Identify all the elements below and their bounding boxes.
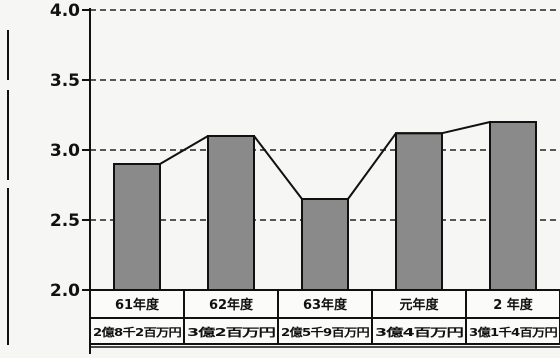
category-label: 62年度	[209, 297, 254, 313]
amount-label: 3億1千4百万円	[469, 325, 558, 339]
y-tick-label: 2.5	[50, 211, 80, 231]
bar	[489, 121, 537, 291]
bar	[207, 135, 255, 291]
y-tick-label: 3.5	[50, 71, 80, 91]
category-table: 61年度 62年度 63年度 元年度 2 年度 2億8千2百万円 3億2百万円 2億5千9百万…	[89, 289, 560, 348]
y-tick-label: 4.0	[50, 1, 80, 21]
bars	[113, 121, 537, 291]
category-label: 2 年度	[493, 297, 534, 313]
bar	[301, 198, 349, 291]
series-line	[159, 121, 491, 200]
amount-label: 2億8千2百万円	[93, 325, 182, 339]
amount-label: 3億2百万円	[187, 325, 276, 339]
amount-row	[89, 317, 560, 345]
category-label: 元年度	[399, 297, 439, 313]
category-label: 63年度	[303, 297, 348, 313]
bar	[395, 132, 443, 291]
trend-line	[159, 121, 491, 200]
category-label: 61年度	[115, 297, 160, 313]
amount-label: 3億4百万円	[375, 325, 464, 339]
y-axis-ticks: 2.0 2.5 3.0 3.5 4.0	[50, 1, 90, 301]
y-tick-label: 2.0	[50, 281, 80, 301]
y-tick-label: 3.0	[50, 141, 80, 161]
bar	[113, 163, 161, 291]
amount-label: 2億5千9百万円	[281, 325, 370, 339]
